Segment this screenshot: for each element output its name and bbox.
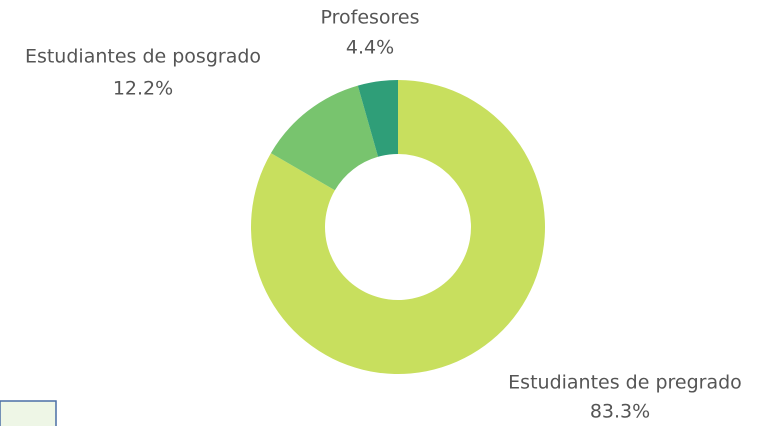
value-label: 12.2%: [113, 78, 173, 100]
value-label: 4.4%: [346, 37, 394, 59]
donut-slice: [357, 80, 398, 157]
value-label: 83.3%: [590, 401, 650, 423]
slice-label: Profesores: [320, 7, 419, 29]
slice-label: Estudiantes de posgrado: [25, 46, 261, 68]
legend-box: [0, 400, 57, 426]
donut-slice: [270, 85, 379, 191]
slice-label: Estudiantes de pregrado: [508, 372, 742, 394]
donut-slice: [250, 80, 545, 374]
